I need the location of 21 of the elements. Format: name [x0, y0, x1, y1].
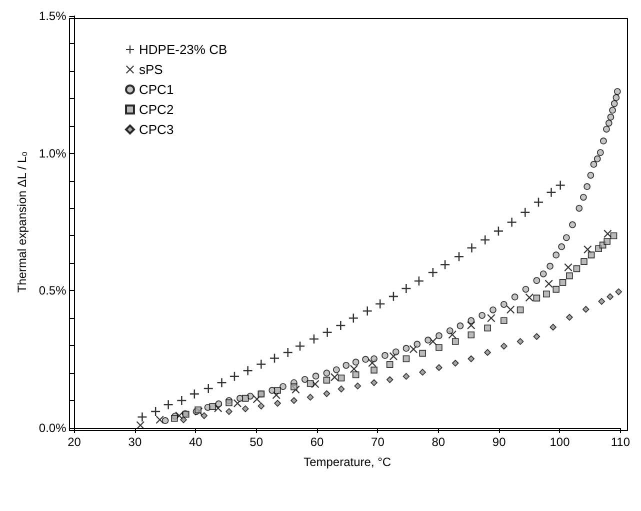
y-axis-title: Thermal expansion ΔL / L₀ — [15, 151, 29, 293]
y-tick-label: 1.5% — [38, 9, 67, 23]
x-tick-label: 110 — [610, 435, 630, 449]
y-tick-label: 1.0% — [38, 146, 67, 160]
x-tick-label: 20 — [68, 435, 82, 449]
legend-label: HDPE-23% CB — [139, 42, 228, 57]
legend-label: CPC1 — [139, 82, 174, 97]
y-tick-label: 0.0% — [38, 421, 67, 435]
x-tick-label: 90 — [492, 435, 506, 449]
x-tick-label: 50 — [250, 435, 264, 449]
x-tick-label: 80 — [432, 435, 446, 449]
x-axis-title: Temperature, °C — [304, 455, 392, 469]
legend-label: CPC2 — [139, 102, 174, 117]
legend-label: CPC3 — [139, 122, 174, 137]
x-tick-label: 60 — [310, 435, 324, 449]
x-tick-label: 30 — [128, 435, 142, 449]
x-tick-label: 70 — [371, 435, 385, 449]
y-tick-label: 0.5% — [38, 284, 67, 298]
x-tick-label: 100 — [550, 435, 570, 449]
legend-label: sPS — [139, 62, 164, 77]
x-tick-label: 40 — [188, 435, 203, 449]
